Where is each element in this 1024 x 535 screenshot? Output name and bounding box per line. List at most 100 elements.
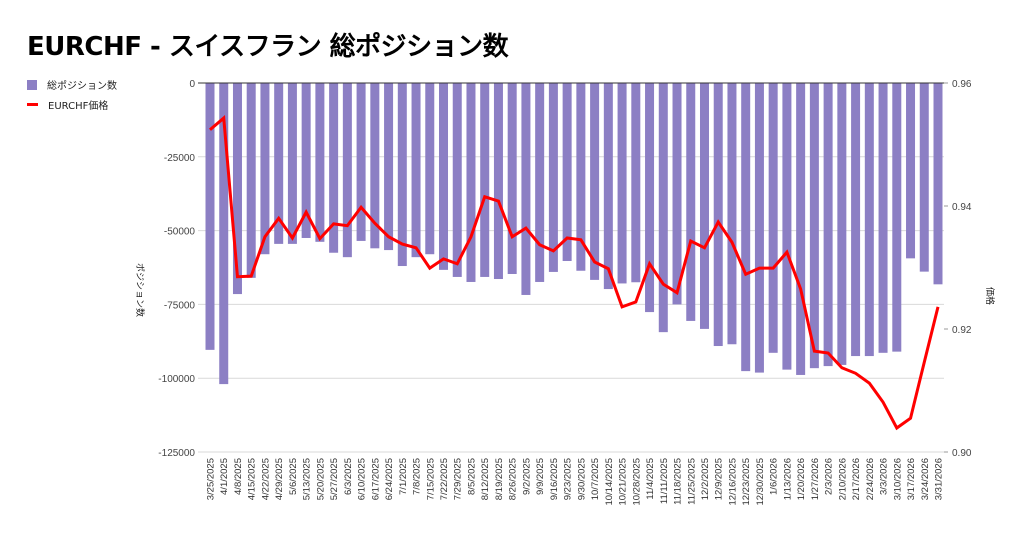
right-tick-label: 0.90: [952, 448, 972, 459]
x-tick-label: 9/16/2025: [549, 458, 560, 500]
bar: [590, 83, 600, 280]
x-tick-label: 4/22/2025: [260, 458, 271, 500]
bar: [219, 83, 229, 385]
x-tick-label: 11/11/2025: [659, 458, 670, 504]
bar: [851, 83, 861, 357]
bar: [397, 83, 407, 267]
bar: [754, 83, 764, 373]
bar: [480, 83, 490, 277]
left-axis-title: ポジション数: [135, 263, 146, 317]
x-tick-label: 9/30/2025: [576, 458, 587, 500]
x-tick-label: 6/24/2025: [384, 458, 395, 500]
right-tick-label: 0.92: [952, 325, 972, 336]
left-tick-label: -100000: [158, 374, 195, 385]
bar: [741, 83, 751, 372]
bar: [919, 83, 929, 272]
bar: [809, 83, 819, 369]
legend-item-positions[interactable]: 総ポジション数: [27, 77, 117, 92]
left-tick-label: -125000: [158, 448, 195, 459]
x-tick-label: 5/6/2025: [288, 458, 299, 495]
x-tick-label: 4/15/2025: [247, 458, 258, 500]
x-tick-label: 7/22/2025: [439, 458, 450, 500]
x-tick-label: 2/3/2026: [824, 458, 835, 495]
x-tick-label: 9/9/2025: [535, 458, 546, 495]
x-tick-label: 1/6/2026: [769, 458, 780, 495]
legend-item-price[interactable]: EURCHF価格: [27, 97, 108, 112]
right-axis-title: 価格: [985, 287, 996, 305]
x-tick-label: 2/10/2026: [837, 458, 848, 500]
bar: [823, 83, 833, 367]
legend-label-positions: 総ポジション数: [47, 81, 117, 92]
legend-label-price: EURCHF価格: [48, 101, 109, 112]
x-tick-label: 3/10/2026: [892, 458, 903, 500]
x-tick-label: 11/18/2025: [673, 458, 684, 505]
x-tick-label: 7/29/2025: [453, 458, 464, 500]
x-tick-label: 9/23/2025: [563, 458, 574, 500]
x-tick-label: 11/25/2025: [686, 458, 697, 505]
chart-title: EURCHF - スイスフラン 総ポジション数: [27, 32, 509, 62]
bar: [466, 83, 476, 282]
bar: [576, 83, 586, 271]
legend-bar-swatch: [27, 79, 37, 90]
bar: [548, 83, 558, 272]
bar: [452, 83, 462, 277]
x-tick-label: 1/20/2026: [796, 458, 807, 500]
right-tick-label: 0.94: [952, 202, 972, 213]
x-tick-label: 3/3/2026: [879, 458, 890, 495]
bar: [768, 83, 778, 353]
bar: [329, 83, 339, 253]
x-tick-label: 5/20/2025: [315, 458, 326, 500]
bar: [507, 83, 517, 274]
x-tick-label: 8/12/2025: [480, 458, 491, 500]
x-tick-label: 10/14/2025: [604, 458, 615, 506]
bar: [439, 83, 449, 270]
bar: [342, 83, 352, 258]
bar: [782, 83, 792, 370]
bar: [658, 83, 668, 333]
bar: [727, 83, 737, 345]
price-line: [209, 115, 940, 431]
x-tick-label: 12/30/2025: [755, 458, 766, 506]
bar: [232, 83, 242, 295]
bar: [274, 83, 284, 244]
bar: [384, 83, 394, 251]
bar: [933, 83, 943, 285]
x-tick-label: 9/2/2025: [521, 458, 532, 495]
x-tick-label: 1/13/2026: [782, 458, 793, 500]
x-tick-label: 7/1/2025: [398, 458, 409, 495]
bar: [864, 83, 874, 357]
bar: [425, 83, 435, 255]
left-tick-label: -50000: [164, 227, 196, 238]
bar: [713, 83, 723, 347]
bar: [370, 83, 380, 249]
x-tick-label: 12/23/2025: [741, 458, 752, 506]
right-tick-label: 0.96: [952, 79, 972, 90]
bar: [521, 83, 531, 295]
bar: [631, 83, 641, 283]
bar: [301, 83, 311, 238]
bar: [535, 83, 545, 282]
left-tick-label: 0: [189, 79, 195, 90]
x-tick-label: 6/17/2025: [370, 458, 381, 500]
x-tick-label: 12/2/2025: [700, 458, 711, 500]
bar: [617, 83, 627, 284]
x-tick-label: 10/7/2025: [590, 458, 601, 500]
x-tick-label: 5/27/2025: [329, 458, 340, 500]
x-tick-label: 4/1/2025: [219, 458, 230, 495]
x-tick-label: 1/27/2026: [810, 458, 821, 500]
bar: [796, 83, 806, 375]
bar: [837, 83, 847, 365]
x-tick-label: 4/29/2025: [274, 458, 285, 500]
x-tick-label: 6/10/2025: [357, 458, 368, 500]
x-tick-label: 3/25/2025: [206, 458, 217, 500]
x-tick-label: 12/16/2025: [727, 458, 738, 506]
bar: [205, 83, 215, 350]
bar: [246, 83, 256, 278]
bar: [672, 83, 682, 305]
x-tick-label: 8/19/2025: [494, 458, 505, 500]
x-tick-label: 3/24/2026: [920, 458, 931, 500]
bar: [878, 83, 888, 353]
x-tick-label: 3/31/2026: [934, 458, 945, 500]
bar: [603, 83, 613, 290]
